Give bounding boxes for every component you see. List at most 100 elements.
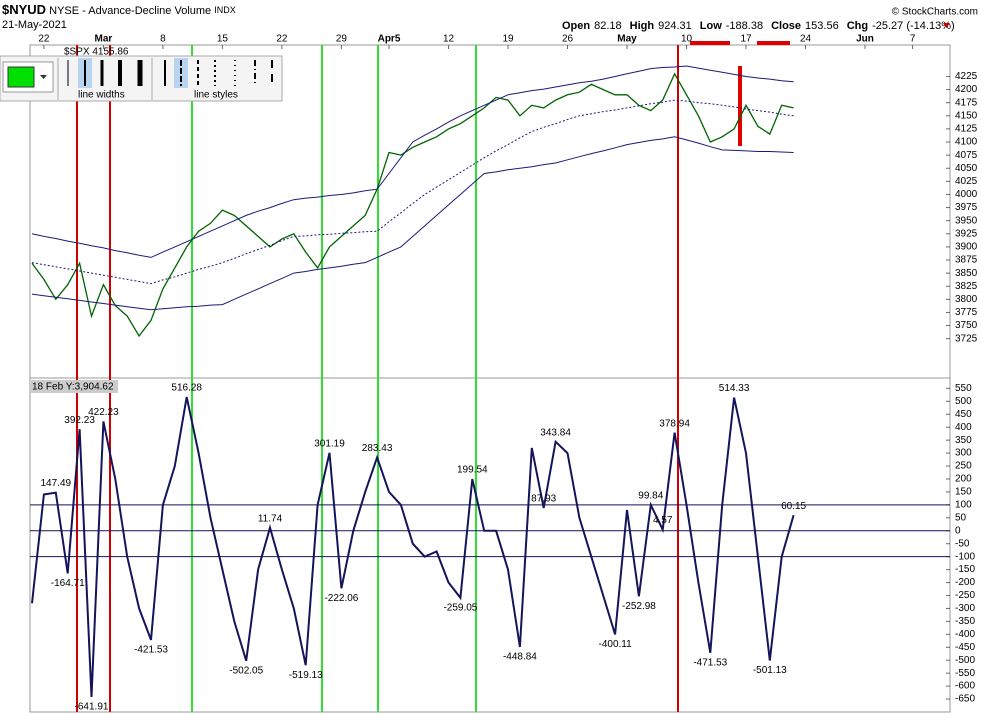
y-tick-label: -600 [955, 681, 975, 692]
y-tick-label: 0 [955, 525, 961, 536]
color-swatch [7, 66, 35, 88]
value-label: 87.93 [531, 494, 556, 505]
value-label: -448.84 [503, 652, 537, 663]
down-arrow [943, 23, 950, 28]
quote-value: 153.56 [805, 20, 839, 32]
y-tick-label: 4100 [955, 137, 978, 148]
y-tick-label: -550 [955, 668, 975, 679]
y-tick-label: 3825 [955, 281, 978, 292]
value-label: -252.98 [622, 601, 656, 612]
x-tick-label: Jun [856, 34, 874, 45]
x-tick-label: Apr5 [378, 34, 401, 45]
x-tick-label: 24 [800, 34, 812, 45]
y-tick-label: 150 [955, 487, 972, 498]
y-tick-label: 3850 [955, 268, 978, 279]
value-label: 301.19 [314, 438, 345, 449]
description: NYSE - Advance-Decline Volume [49, 5, 211, 17]
hover-label: 18 Feb Y:3,904.62 [32, 382, 114, 393]
y-tick-label: 3925 [955, 228, 978, 239]
y-tick-label: 100 [955, 500, 972, 511]
value-label: -519.13 [289, 670, 323, 681]
value-label: 514.33 [719, 383, 750, 394]
quote-label: High [630, 20, 655, 32]
x-tick-label: 26 [562, 34, 574, 45]
quote-label: Low [700, 20, 722, 32]
quote-label: Open [562, 20, 590, 32]
value-label: 392.23 [64, 415, 95, 426]
y-tick-label: -350 [955, 616, 975, 627]
y-tick-label: 4200 [955, 84, 978, 95]
y-tick-label: 200 [955, 474, 972, 485]
y-tick-label: 3975 [955, 202, 978, 213]
y-tick-label: 4025 [955, 176, 978, 187]
value-label: -471.53 [693, 657, 727, 668]
y-tick-label: 250 [955, 461, 972, 472]
x-tick-label: May [617, 34, 637, 45]
x-tick-label: 29 [336, 34, 348, 45]
hover-box [30, 380, 118, 393]
series-line [31, 136, 794, 311]
y-tick-label: 3725 [955, 333, 978, 344]
y-tick-label: 4075 [955, 150, 978, 161]
series-line [31, 65, 794, 258]
x-tick-label: 7 [910, 34, 916, 45]
symbol: $NYUD [2, 2, 46, 17]
widths-label: line widths [78, 90, 125, 101]
y-tick-label: -450 [955, 642, 975, 653]
y-tick-label: 3900 [955, 242, 978, 253]
y-tick-label: -300 [955, 603, 975, 614]
credit: © StockCharts.com [892, 7, 978, 18]
toolbar: line widths line styles [0, 55, 283, 102]
value-label: 422.23 [88, 407, 119, 418]
value-label: 343.84 [540, 427, 571, 438]
y-tick-label: 4225 [955, 71, 978, 82]
y-tick-label: 3750 [955, 320, 978, 331]
y-tick-label: 4050 [955, 163, 978, 174]
x-tick-label: 15 [217, 34, 229, 45]
quote-label: Chg [847, 20, 868, 32]
exchange: INDX [214, 5, 236, 15]
y-tick-label: 4125 [955, 124, 978, 135]
y-tick-label: -100 [955, 551, 975, 562]
x-tick-label: Mar [95, 34, 113, 45]
x-tick-label: 19 [502, 34, 514, 45]
quote-value: -188.38 [726, 20, 763, 32]
y-tick-label: 4000 [955, 189, 978, 200]
value-label: 199.54 [457, 465, 488, 476]
y-tick-label: 4175 [955, 97, 978, 108]
value-label: -641.91 [75, 702, 109, 713]
value-label: 147.49 [41, 478, 72, 489]
y-tick-label: 3875 [955, 255, 978, 266]
value-label: -501.13 [753, 665, 787, 676]
value-label: -421.53 [134, 645, 168, 656]
y-tick-label: -50 [955, 538, 970, 549]
value-label: 516.28 [171, 383, 202, 394]
y-tick-label: 50 [955, 512, 967, 523]
y-tick-label: -650 [955, 694, 975, 705]
value-label: -222.06 [324, 593, 358, 604]
y-tick-label: 300 [955, 448, 972, 459]
styles-label: line styles [194, 90, 238, 101]
quote: Open 82.18 High 924.31 Low -188.38 Close 153.56… [562, 20, 955, 32]
value-label: 4.57 [653, 515, 673, 526]
y-tick-label: 450 [955, 409, 972, 420]
y-tick-label: 400 [955, 422, 972, 433]
x-tick-label: 10 [681, 34, 693, 45]
value-label: 11.74 [258, 513, 283, 524]
x-tick-label: 12 [443, 34, 455, 45]
overlay-label: $SPX 4155.86 [64, 47, 129, 58]
dropdown-arrow [40, 75, 47, 79]
y-tick-label: 500 [955, 396, 972, 407]
quote-label: Close [771, 20, 801, 32]
value-label: 378.94 [659, 418, 690, 429]
y-tick-label: -200 [955, 577, 975, 588]
quote-value: -25.27 (-14.13%) [872, 20, 955, 32]
value-label: -259.05 [443, 602, 477, 613]
y-tick-label: -400 [955, 629, 975, 640]
y-tick-label: -500 [955, 655, 975, 666]
x-tick-label: 22 [276, 34, 288, 45]
y-tick-label: 3950 [955, 215, 978, 226]
date: 21-May-2021 [2, 19, 67, 31]
oscillator-line [31, 396, 795, 698]
